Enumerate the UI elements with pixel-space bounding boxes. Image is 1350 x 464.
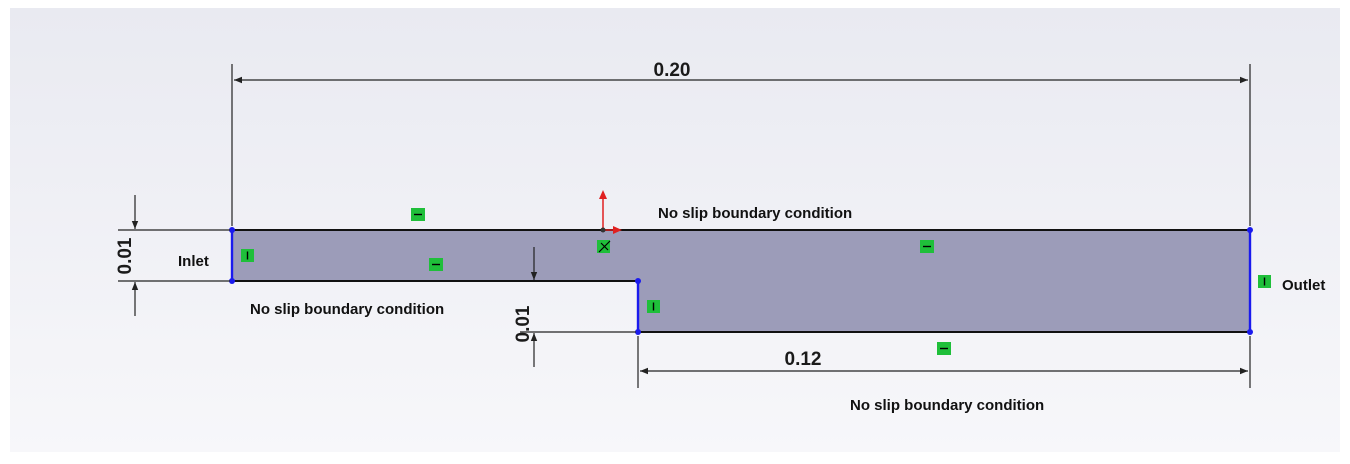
overall-length-value[interactable]: 0.20	[654, 60, 691, 81]
vertex-point[interactable]	[635, 329, 641, 335]
sketch-vertices	[229, 227, 1253, 335]
vertical-relation-icon[interactable]	[1258, 275, 1271, 288]
downstream-length-value[interactable]: 0.12	[785, 349, 822, 370]
horizontal-relation-icon[interactable]	[920, 240, 934, 253]
vertex-point[interactable]	[229, 278, 235, 284]
sketch-vertical-edges	[230, 230, 1252, 332]
vertex-point[interactable]	[635, 278, 641, 284]
outlet-label: Outlet	[1282, 277, 1325, 294]
vertex-point[interactable]	[229, 227, 235, 233]
horizontal-relation-icon[interactable]	[411, 208, 425, 221]
step-height-dimension[interactable]	[520, 247, 636, 367]
vertex-point[interactable]	[1247, 329, 1253, 335]
coincident-relation-icon[interactable]	[597, 240, 611, 253]
horizontal-relation-icon[interactable]	[937, 342, 951, 355]
vertex-point[interactable]	[1247, 227, 1253, 233]
downstream-length-dimension[interactable]	[637, 336, 1251, 388]
no-slip-bottom-label: No slip boundary condition	[850, 397, 1044, 414]
no-slip-lower-left-label: No slip boundary condition	[250, 301, 444, 318]
no-slip-top-label: No slip boundary condition	[658, 205, 852, 222]
inlet-height-value[interactable]: 0.01	[115, 237, 136, 274]
vertical-relation-icon[interactable]	[647, 300, 660, 313]
sketch-edges	[232, 229, 1250, 333]
inlet-label: Inlet	[178, 253, 209, 270]
channel-body-fill	[232, 230, 1250, 332]
overall-length-dimension[interactable]	[231, 64, 1251, 226]
step-height-value[interactable]: 0.01	[513, 305, 534, 342]
origin-axes-icon	[599, 190, 622, 234]
vertical-relation-icon[interactable]	[241, 249, 254, 262]
inlet-height-dimension[interactable]	[118, 195, 230, 316]
horizontal-relation-icon[interactable]	[429, 258, 443, 271]
